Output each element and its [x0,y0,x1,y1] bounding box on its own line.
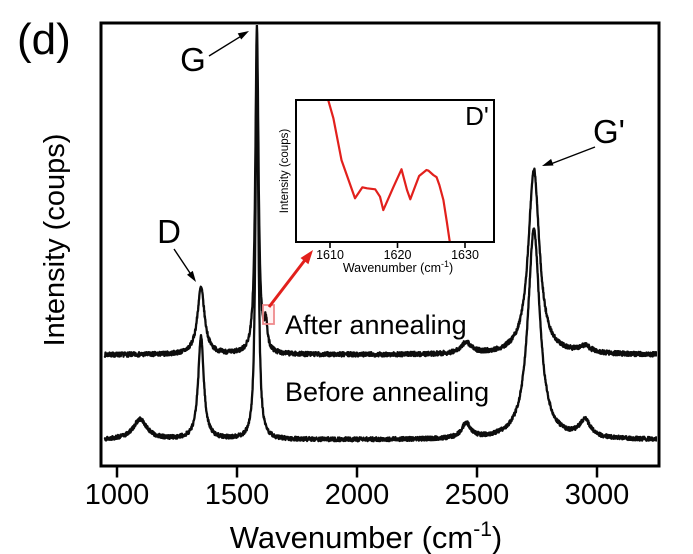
gprime-peak-label: G' [593,113,625,150]
inset-y-axis-label: Intensity (coups) [279,129,291,214]
inset-x-axis-tick-label: 1610 [316,248,344,262]
before-annealing-curve [103,43,657,443]
x-axis-ticks: 1000 1500 2000 2500 3000 [85,467,630,511]
inset-x-axis-tick-label: 1620 [384,248,412,262]
inset-pointer-arrowhead [300,250,313,265]
after-annealing-label: After annealing [285,310,467,340]
x-axis-tick-label: 2500 [445,479,510,511]
inset-x-axis-ticks: 1610 1620 1630 [316,242,479,262]
inset-dprime-curve [327,101,451,241]
figure-panel-label: (d) [17,15,71,64]
x-axis-label: Wavenumber (cm-1) [230,518,502,554]
gprime-peak-arrow [550,146,596,165]
inset-pointer-arrow [267,259,307,308]
dprime-peak-label: D' [465,101,489,131]
dprime-highlight-box [262,304,275,325]
x-axis-tick-label: 3000 [565,479,630,511]
gprime-peak-arrowhead [542,158,554,166]
d-peak-arrowhead [187,270,196,282]
x-axis-tick-label: 1000 [85,479,150,511]
x-axis-tick-label: 1500 [205,479,270,511]
main-plot-frame [99,21,661,468]
y-axis-label: Intensity (coups) [39,134,71,347]
d-peak-arrow [173,248,191,274]
inset-x-axis-label: Wavenumber (cm-1) [343,259,453,275]
after-annealing-curve [103,25,657,358]
inset-x-axis-tick-label: 1630 [451,248,479,262]
g-peak-label: G [180,41,206,78]
d-peak-label: D [157,213,181,250]
inset-plot-frame [295,99,495,243]
x-axis-tick-label: 2000 [325,479,390,511]
g-peak-arrow [208,36,241,57]
g-peak-arrowhead [237,31,249,40]
before-annealing-label: Before annealing [285,377,489,407]
